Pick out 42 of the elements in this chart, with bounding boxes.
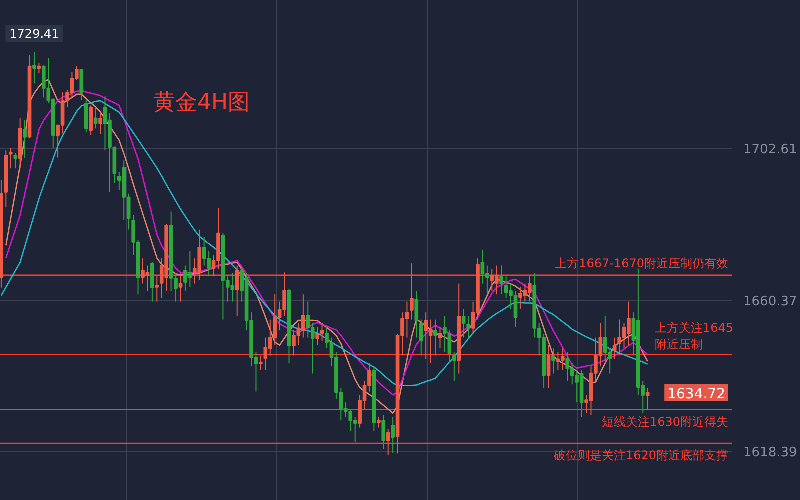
y-tick-label: 1618.39 — [744, 446, 798, 461]
candlestick — [178, 272, 183, 302]
candlestick — [37, 62, 42, 74]
candlestick — [8, 148, 13, 170]
ref-line-label: 上方关注1645附近压制 — [654, 320, 734, 352]
text: 黄金4H图 — [154, 90, 250, 116]
candlestick — [546, 344, 551, 389]
candlestick — [32, 51, 36, 84]
candlestick — [414, 290, 419, 338]
candlestick — [94, 106, 98, 130]
candlestick — [438, 326, 442, 350]
candlestick — [376, 416, 381, 428]
candlestick — [612, 337, 617, 360]
candlestick — [462, 308, 466, 338]
candlestick — [410, 263, 414, 320]
candlestick — [552, 348, 556, 374]
candlestick — [235, 265, 240, 317]
ref-line-label: 短线关注1630附近得失 — [602, 414, 729, 429]
candlestick — [382, 414, 386, 450]
ref-line-label: 破位则是关注1620附近底部支撑 — [552, 448, 729, 463]
candlestick — [14, 152, 18, 170]
candlestick — [89, 105, 94, 136]
candlestick — [259, 355, 263, 371]
candlestick — [98, 112, 102, 135]
candlestick — [386, 428, 390, 456]
candlestick — [528, 276, 532, 302]
y-tick-label: 1660.37 — [744, 294, 798, 310]
annotation: 1729.41 — [10, 26, 60, 41]
candlestick — [434, 319, 438, 356]
candlestick — [23, 120, 27, 160]
candlestick — [391, 416, 395, 454]
candlestick — [419, 319, 424, 356]
candlestick — [424, 312, 428, 360]
candlestick — [500, 265, 504, 296]
candlestick — [466, 316, 470, 338]
candlestick — [80, 69, 84, 102]
y-tick-label: 1702.61 — [744, 142, 798, 158]
candlestick — [646, 388, 650, 410]
candlestick — [155, 276, 160, 302]
ref-line-label: 上方1667-1670附近压制仍有效 — [555, 256, 729, 271]
candlestick — [452, 352, 456, 382]
text: 1634.72 — [668, 386, 726, 402]
